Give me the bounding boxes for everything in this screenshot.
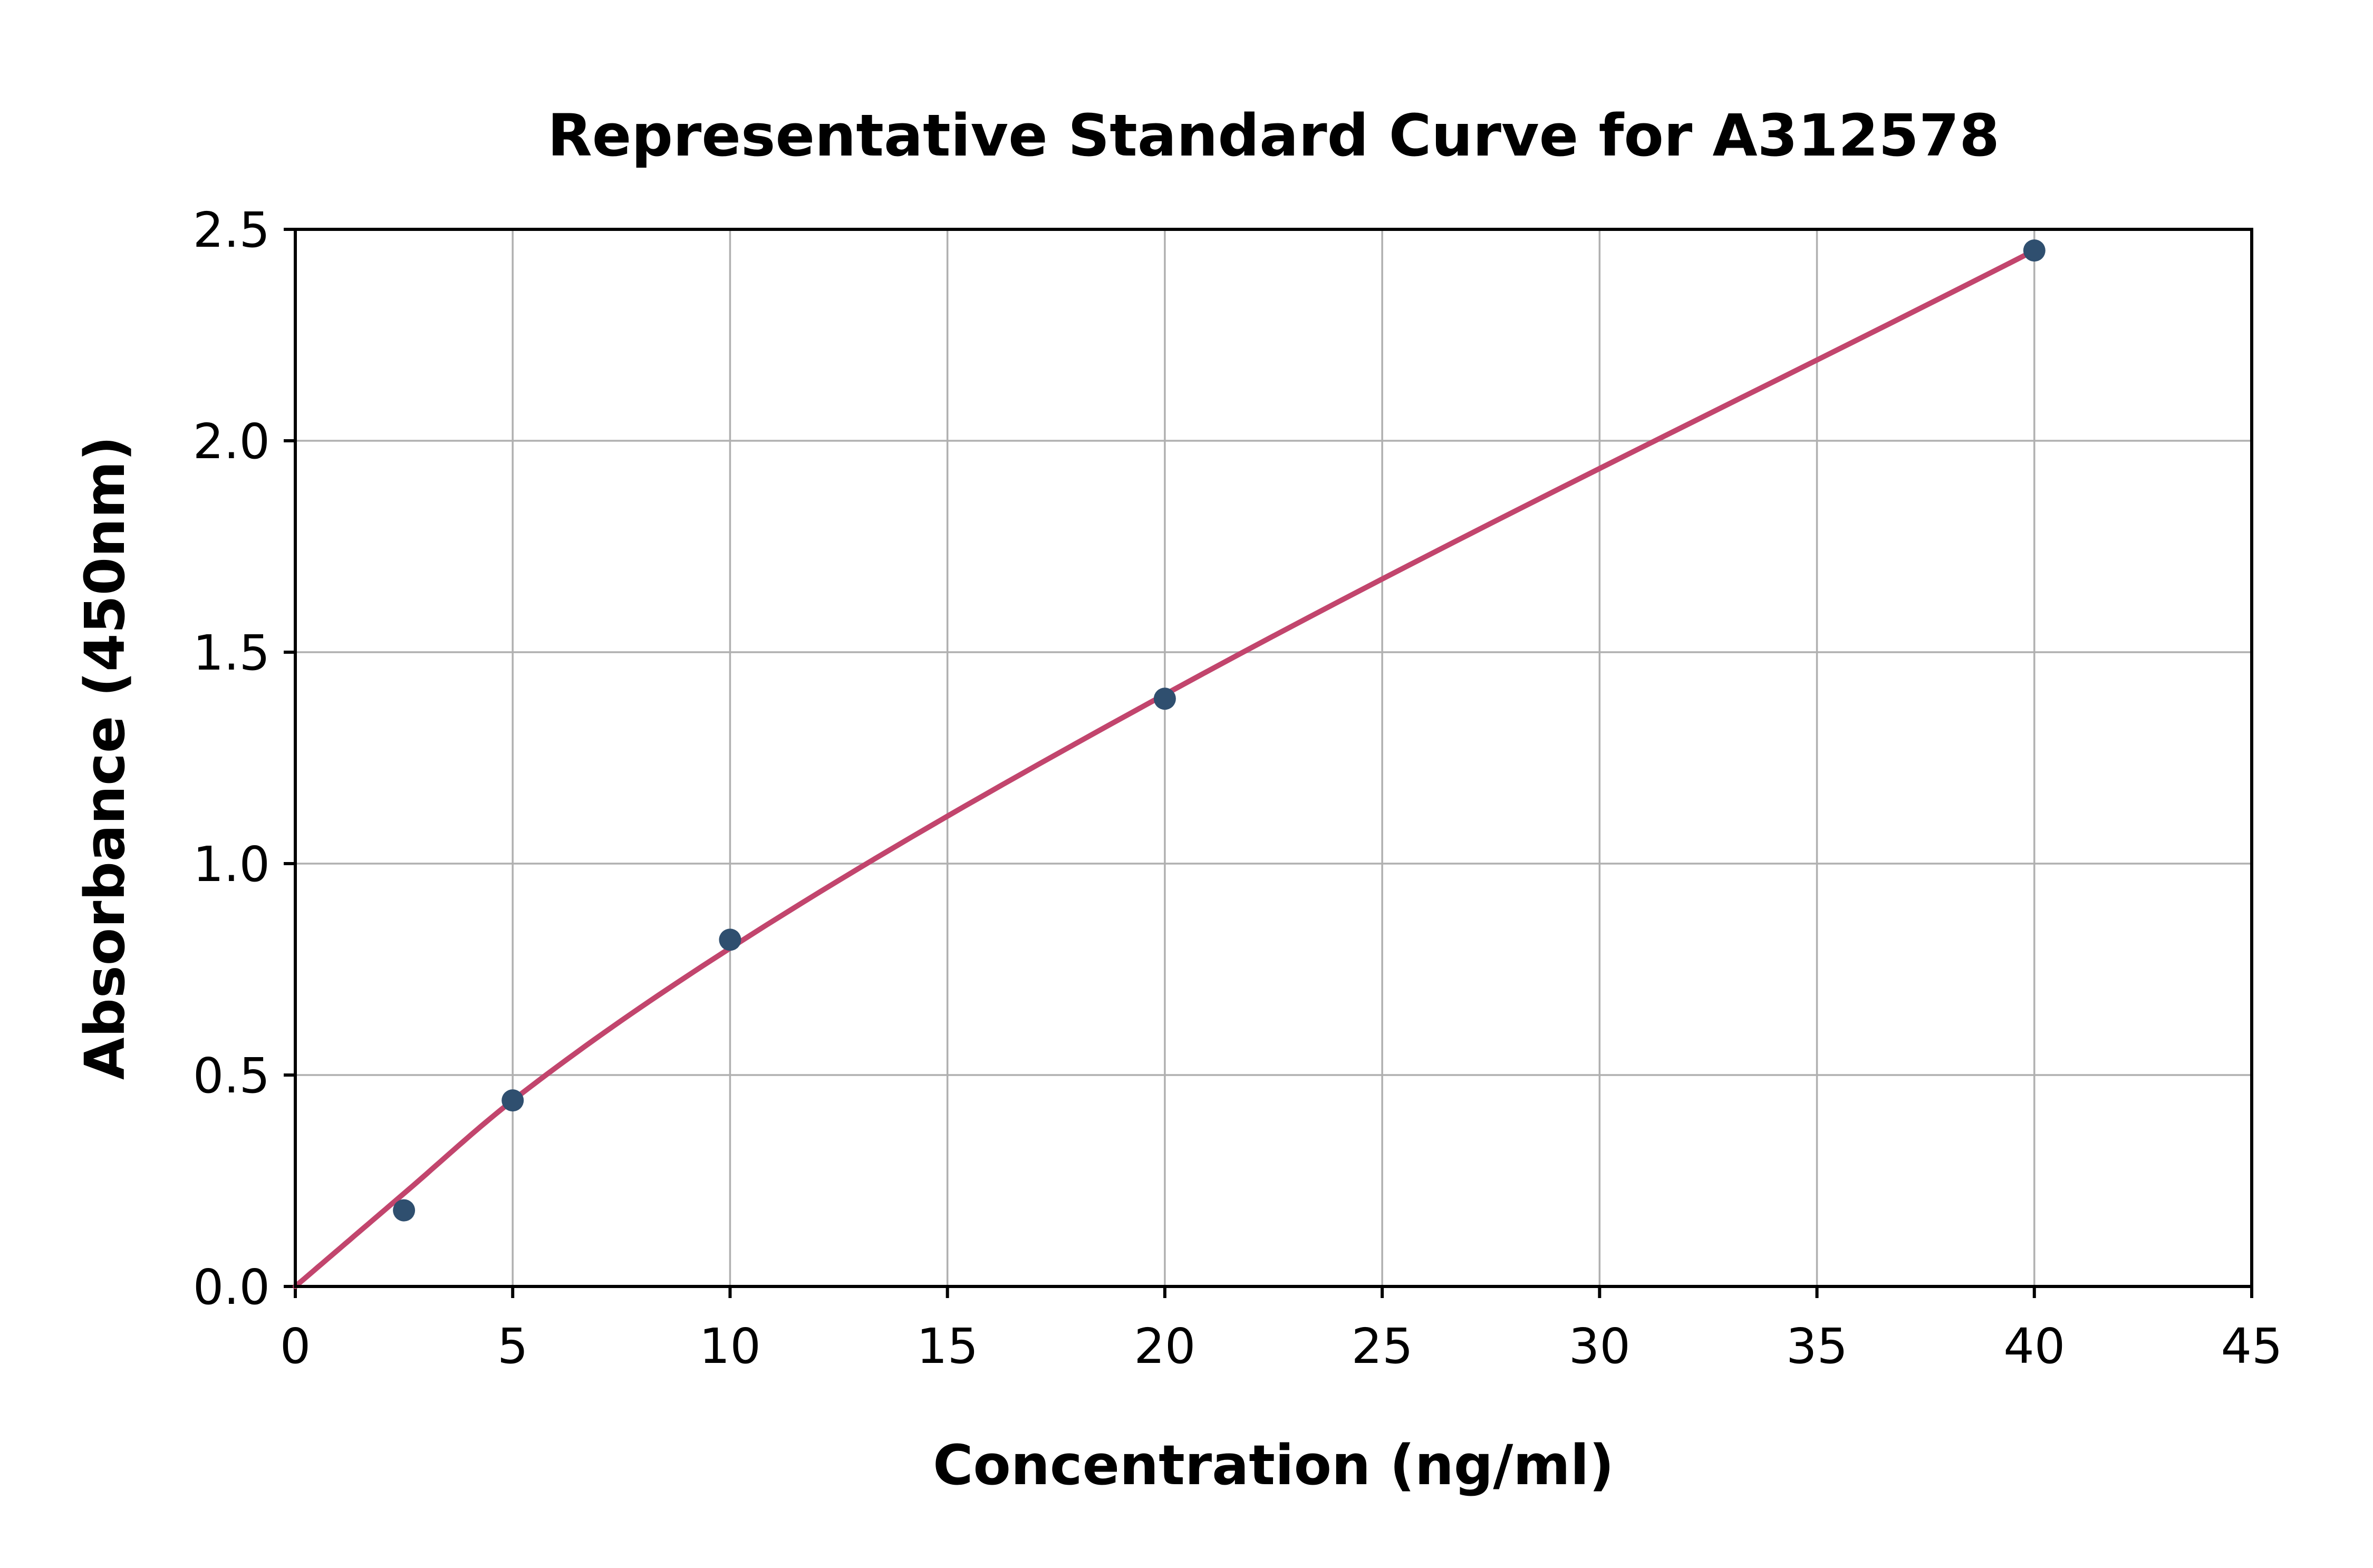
x-tick-label: 10: [699, 1318, 761, 1375]
x-tick-label: 25: [1352, 1318, 1413, 1375]
y-tick-label: 1.0: [193, 836, 270, 893]
x-tick-label: 15: [917, 1318, 978, 1375]
x-tick-label: 0: [280, 1318, 311, 1375]
x-axis-label: Concentration (ng/ml): [933, 1433, 1614, 1497]
x-tick-label: 5: [497, 1318, 528, 1375]
chart-series: [293, 239, 2046, 1289]
data-point: [2023, 239, 2046, 262]
x-tick-label: 20: [1134, 1318, 1195, 1375]
data-point: [1153, 688, 1176, 710]
grid-lines: [294, 228, 2253, 1288]
y-tick-label: 1.5: [193, 625, 270, 681]
y-tick-label: 2.0: [193, 413, 270, 470]
y-tick-label: 2.5: [193, 202, 270, 258]
axis-ticks: 0 5 10 15 20 25 30 35 40 45 0.0 0.5 1.0 1.5 2.0 2.5: [193, 202, 2283, 1375]
data-point: [501, 1089, 524, 1112]
chart-title: Representative Standard Curve for A31257…: [547, 102, 2000, 169]
fitted-curve: [293, 248, 2037, 1289]
x-tick-label: 40: [2003, 1318, 2065, 1375]
data-point: [393, 1199, 416, 1222]
plot-border: [294, 228, 2253, 1288]
y-tick-label: 0.0: [193, 1259, 270, 1315]
y-tick-label: 0.5: [193, 1048, 270, 1104]
y-axis-label: Absorbance (450nm): [73, 436, 137, 1080]
x-tick-label: 45: [2221, 1318, 2282, 1375]
data-point: [719, 928, 741, 951]
x-tick-label: 30: [1569, 1318, 1631, 1375]
x-tick-label: 35: [1786, 1318, 1848, 1375]
